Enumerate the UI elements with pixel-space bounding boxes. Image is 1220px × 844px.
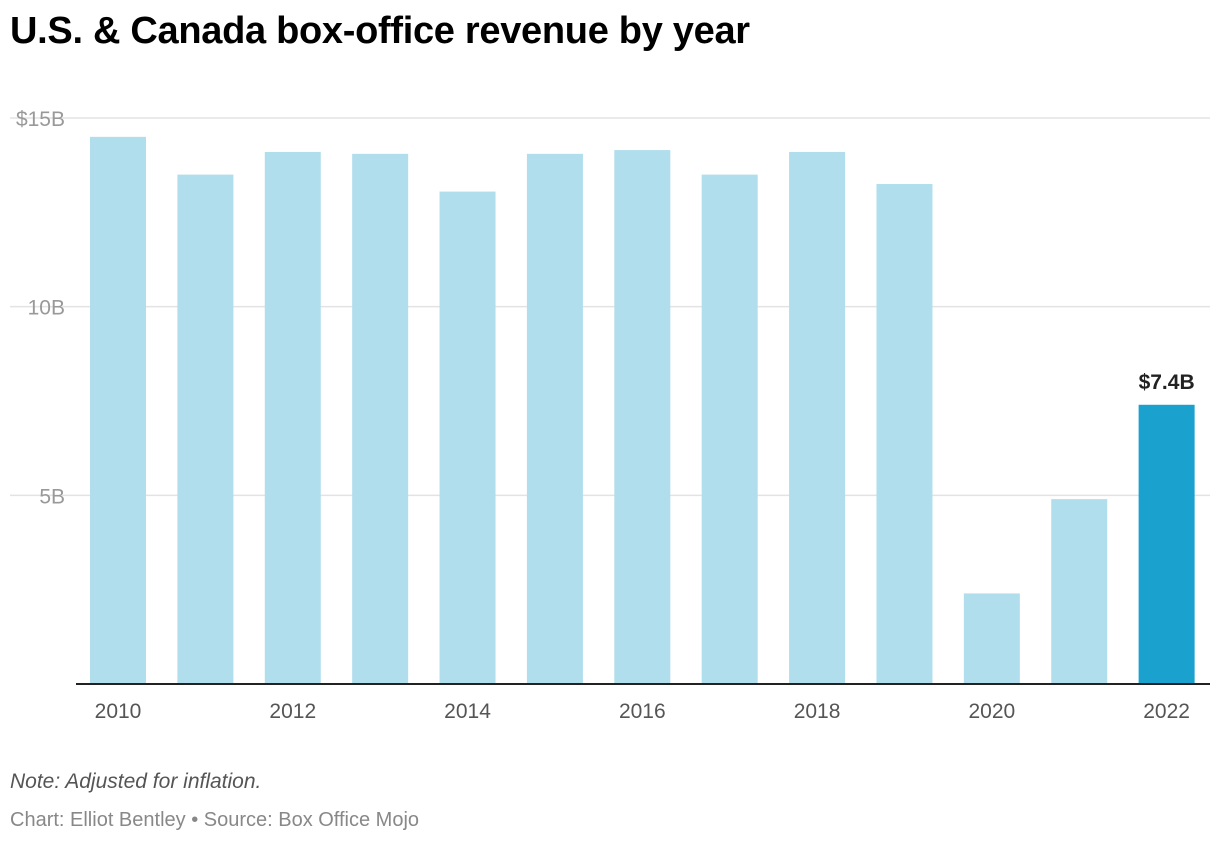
footnote: Note: Adjusted for inflation. — [10, 770, 262, 793]
bar-2021 — [1051, 499, 1108, 684]
x-tick-label: 2022 — [1143, 700, 1190, 723]
data-labels: $7.4B — [1139, 371, 1195, 394]
bar-2017 — [701, 174, 758, 684]
bar-2012 — [264, 151, 321, 685]
bar-2018 — [789, 151, 846, 685]
x-tick-label: 2014 — [444, 700, 491, 723]
y-tick-label: $15B — [16, 108, 65, 131]
x-tick-label: 2018 — [794, 700, 841, 723]
bar-2010 — [90, 136, 146, 684]
bars — [90, 136, 1195, 685]
bar-2011 — [177, 174, 234, 684]
source-credit: Chart: Elliot Bentley • Source: Box Offi… — [10, 809, 420, 831]
bar-2019 — [876, 184, 933, 684]
x-tick-label: 2012 — [269, 700, 316, 723]
bar-2015 — [526, 153, 583, 684]
x-axis-ticks: 2010 2012 2014 2016 2018 2020 2022 — [95, 700, 1190, 723]
y-tick-label: 5B — [39, 485, 65, 508]
x-tick-label: 2020 — [968, 700, 1015, 723]
bar-value-label: $7.4B — [1139, 371, 1195, 394]
x-tick-label: 2016 — [619, 700, 666, 723]
bar-chart: $15B 10B 5B $7.4B 2010 2012 2014 2016 2018 2020… — [10, 108, 1210, 723]
y-axis-ticks: $15B 10B 5B — [16, 108, 65, 508]
bar-2013 — [352, 153, 409, 684]
y-tick-label: 10B — [28, 297, 65, 320]
bar-2022 — [1138, 404, 1195, 684]
chart-title: U.S. & Canada box-office revenue by year — [10, 10, 750, 52]
x-tick-label: 2010 — [95, 700, 142, 723]
bar-2020 — [963, 593, 1020, 684]
bar-2016 — [614, 150, 671, 684]
bar-2014 — [439, 191, 496, 684]
